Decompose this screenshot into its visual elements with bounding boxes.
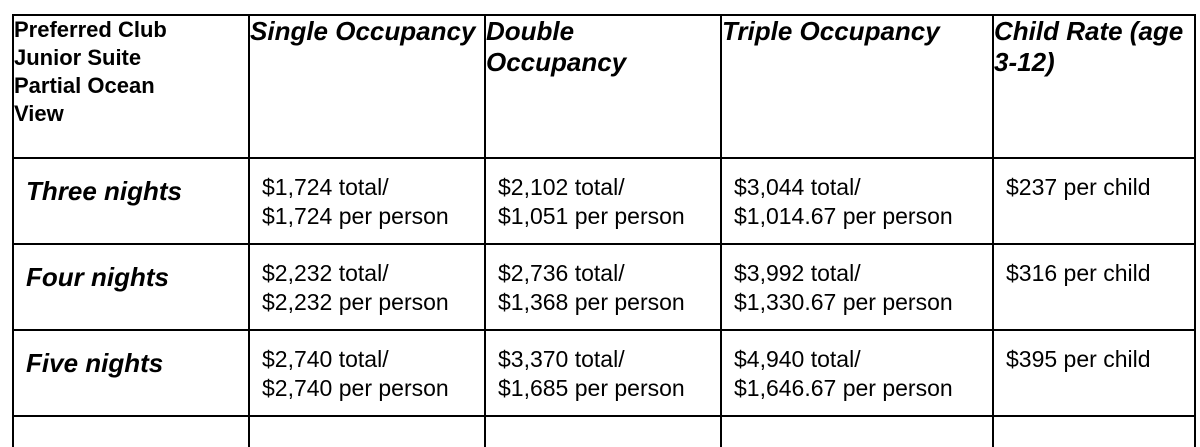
price-triple: $4,940 total/ $1,646.67 per person bbox=[722, 331, 992, 403]
price-total: $1,724 total/ bbox=[262, 174, 389, 200]
empty-cell bbox=[484, 415, 722, 447]
price-cell-triple: $3,992 total/ $1,330.67 per person bbox=[720, 243, 994, 331]
price-cell-double: $2,736 total/ $1,368 per person bbox=[484, 243, 722, 331]
empty-cell bbox=[248, 415, 486, 447]
price-double: $2,736 total/ $1,368 per person bbox=[486, 245, 720, 317]
price-total: $3,044 total/ bbox=[734, 174, 861, 200]
price-per-person: $1,051 per person bbox=[498, 203, 685, 229]
price-single: $2,232 total/ $2,232 per person bbox=[250, 245, 484, 317]
price-per-person: $1,368 per person bbox=[498, 289, 685, 315]
rate-table: Preferred Club Junior Suite Partial Ocea… bbox=[12, 14, 1196, 447]
price-cell-single: $1,724 total/ $1,724 per person bbox=[248, 157, 486, 245]
price-cell-double: $3,370 total/ $1,685 per person bbox=[484, 329, 722, 417]
price-total: $2,102 total/ bbox=[498, 174, 625, 200]
table-row: Three nights $1,724 total/ $1,724 per pe… bbox=[12, 157, 1196, 245]
price-cell-single: $2,232 total/ $2,232 per person bbox=[248, 243, 486, 331]
room-type-header: Preferred Club Junior Suite Partial Ocea… bbox=[14, 17, 167, 126]
empty-cell bbox=[12, 415, 250, 447]
column-header-child-rate: Child Rate (age 3-12) bbox=[994, 16, 1184, 77]
price-total: $2,232 total/ bbox=[262, 260, 389, 286]
price-total: $3,992 total/ bbox=[734, 260, 861, 286]
row-label-cell: Three nights bbox=[12, 157, 250, 245]
price-total: $4,940 total/ bbox=[734, 346, 861, 372]
price-cell-child: $316 per child bbox=[992, 243, 1196, 331]
price-per-person: $1,724 per person bbox=[262, 203, 449, 229]
header-cell-room-type: Preferred Club Junior Suite Partial Ocea… bbox=[12, 14, 250, 159]
price-total: $2,736 total/ bbox=[498, 260, 625, 286]
price-child: $237 per child bbox=[1006, 174, 1151, 200]
price-triple: $3,992 total/ $1,330.67 per person bbox=[722, 245, 992, 317]
table-row-cut-off bbox=[12, 415, 1196, 447]
row-label: Four nights bbox=[26, 262, 169, 292]
price-total: $2,740 total/ bbox=[262, 346, 389, 372]
price-cell-child: $395 per child bbox=[992, 329, 1196, 417]
price-total: $3,370 total/ bbox=[498, 346, 625, 372]
header-cell-triple: Triple Occupancy bbox=[720, 14, 994, 159]
price-per-person: $2,740 per person bbox=[262, 375, 449, 401]
price-child: $395 per child bbox=[1006, 346, 1151, 372]
row-label: Five nights bbox=[26, 348, 164, 378]
price-per-person: $1,014.67 per person bbox=[734, 203, 953, 229]
price-child: $316 per child bbox=[1006, 260, 1151, 286]
row-label-cell: Four nights bbox=[12, 243, 250, 331]
row-label-cell: Five nights bbox=[12, 329, 250, 417]
price-double: $3,370 total/ $1,685 per person bbox=[486, 331, 720, 403]
price-single: $2,740 total/ $2,740 per person bbox=[250, 331, 484, 403]
price-cell-single: $2,740 total/ $2,740 per person bbox=[248, 329, 486, 417]
price-per-person: $1,330.67 per person bbox=[734, 289, 953, 315]
header-cell-child: Child Rate (age 3-12) bbox=[992, 14, 1196, 159]
row-label: Three nights bbox=[26, 176, 183, 206]
column-header-single: Single Occupancy bbox=[250, 16, 476, 46]
price-single: $1,724 total/ $1,724 per person bbox=[250, 159, 484, 231]
table-row: Five nights $2,740 total/ $2,740 per per… bbox=[12, 329, 1196, 417]
column-header-triple: Triple Occupancy bbox=[722, 16, 940, 46]
price-triple: $3,044 total/ $1,014.67 per person bbox=[722, 159, 992, 231]
empty-cell bbox=[992, 415, 1196, 447]
header-cell-single: Single Occupancy bbox=[248, 14, 486, 159]
price-double: $2,102 total/ $1,051 per person bbox=[486, 159, 720, 231]
header-cell-double: Double Occupancy bbox=[484, 14, 722, 159]
price-per-person: $1,646.67 per person bbox=[734, 375, 953, 401]
price-cell-double: $2,102 total/ $1,051 per person bbox=[484, 157, 722, 245]
table-row: Four nights $2,232 total/ $2,232 per per… bbox=[12, 243, 1196, 331]
table-header-row: Preferred Club Junior Suite Partial Ocea… bbox=[12, 14, 1196, 159]
price-cell-triple: $4,940 total/ $1,646.67 per person bbox=[720, 329, 994, 417]
price-cell-child: $237 per child bbox=[992, 157, 1196, 245]
price-per-person: $1,685 per person bbox=[498, 375, 685, 401]
column-header-double: Double Occupancy bbox=[486, 16, 627, 77]
empty-cell bbox=[720, 415, 994, 447]
price-per-person: $2,232 per person bbox=[262, 289, 449, 315]
price-cell-triple: $3,044 total/ $1,014.67 per person bbox=[720, 157, 994, 245]
